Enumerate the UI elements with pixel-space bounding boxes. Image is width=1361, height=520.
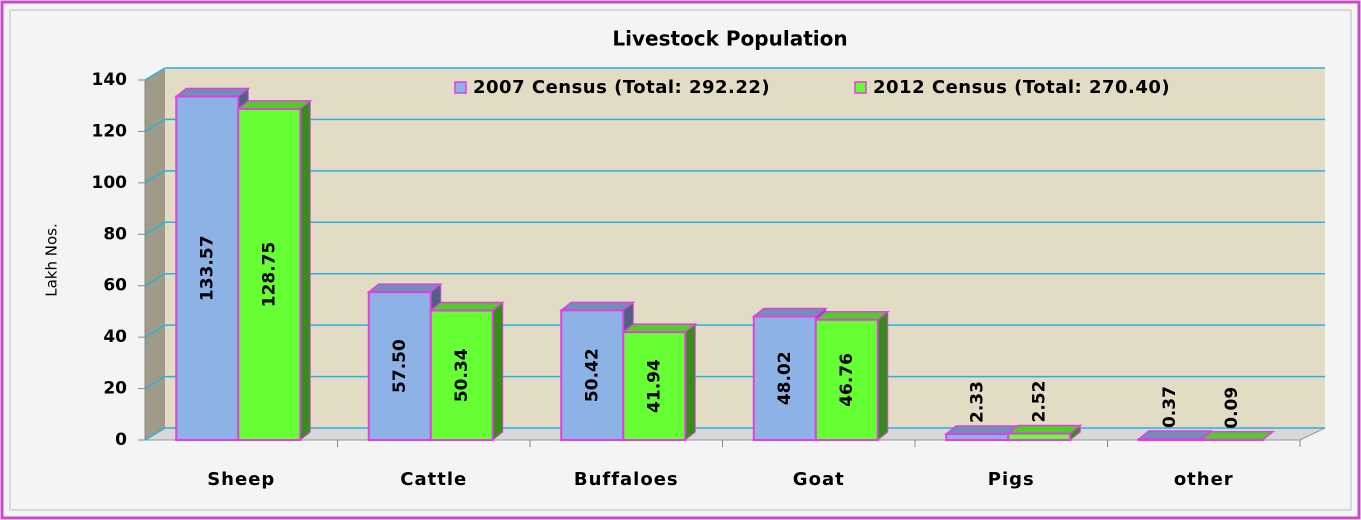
chart-title: Livestock Population (612, 27, 847, 51)
y-tick-label: 140 (92, 70, 128, 90)
bar (237, 107, 302, 442)
bar-top (751, 307, 828, 318)
bar (814, 318, 879, 442)
value-label: 0.37 (1160, 386, 1180, 428)
legend-swatch (854, 81, 867, 94)
bar-top (236, 100, 313, 110)
bar-top (621, 323, 698, 333)
bar-top (1136, 430, 1213, 440)
back-wall (165, 68, 1325, 428)
y-tick-label: 0 (115, 430, 127, 450)
bar-top (174, 87, 251, 98)
grid-line-side (144, 273, 166, 287)
y-tick-label: 80 (103, 224, 127, 244)
grid-line-side (144, 324, 166, 338)
bar (367, 291, 432, 441)
bar (1137, 438, 1202, 442)
bar-top (366, 283, 443, 293)
bar-side (492, 301, 504, 442)
grid-line-side (144, 221, 166, 235)
bar-top (559, 301, 636, 312)
bar-side (877, 310, 889, 442)
bar-top (1198, 431, 1275, 441)
grid-line-side (144, 170, 166, 184)
value-label: 2.52 (1029, 381, 1049, 423)
bar (560, 309, 625, 441)
value-label: 0.09 (1222, 387, 1242, 429)
y-tick-label: 120 (92, 121, 128, 141)
y-tick-label: 40 (103, 327, 127, 347)
x-tick-label: other (1174, 469, 1234, 490)
bar (175, 95, 240, 442)
grid-line-side (144, 118, 166, 133)
bar-side (299, 99, 311, 442)
inner-frame (9, 9, 1352, 511)
grid-line-side (144, 67, 166, 81)
bar (1007, 432, 1072, 441)
bar-side (684, 323, 696, 442)
y-tick-label: 100 (92, 173, 128, 193)
x-tick-label: Cattle (400, 469, 467, 490)
value-label: 48.02 (775, 351, 795, 405)
legend-swatch (454, 81, 467, 94)
x-tick-label: Buffaloes (574, 469, 679, 490)
bar (429, 309, 494, 441)
y-tick-label: 20 (103, 379, 127, 399)
value-label: 128.75 (259, 242, 279, 308)
value-label: 50.42 (582, 348, 602, 402)
bar-top (428, 301, 505, 312)
x-tick-label: Pigs (988, 469, 1035, 490)
y-axis-label: Lakh Nos. (43, 223, 61, 297)
x-tick-label: Goat (793, 469, 845, 490)
bar (945, 433, 1010, 442)
left-wall (145, 68, 165, 440)
value-label: 2.33 (967, 381, 987, 423)
grid-line-side (144, 375, 166, 390)
value-label: 57.50 (390, 339, 410, 393)
value-label: 50.34 (452, 348, 472, 402)
legend-label: 2007 Census (Total: 292.22) (473, 77, 770, 98)
grid-line-side (144, 427, 166, 441)
bar (622, 331, 687, 442)
bar-top (813, 311, 890, 321)
bar (752, 315, 817, 441)
legend-label: 2012 Census (Total: 270.40) (873, 77, 1170, 98)
value-label: 133.57 (197, 235, 217, 301)
x-tick-label: Sheep (207, 469, 275, 490)
y-tick-label: 60 (103, 276, 127, 296)
bar-top (1006, 424, 1083, 435)
value-label: 41.94 (644, 359, 664, 413)
value-label: 46.76 (837, 353, 857, 407)
